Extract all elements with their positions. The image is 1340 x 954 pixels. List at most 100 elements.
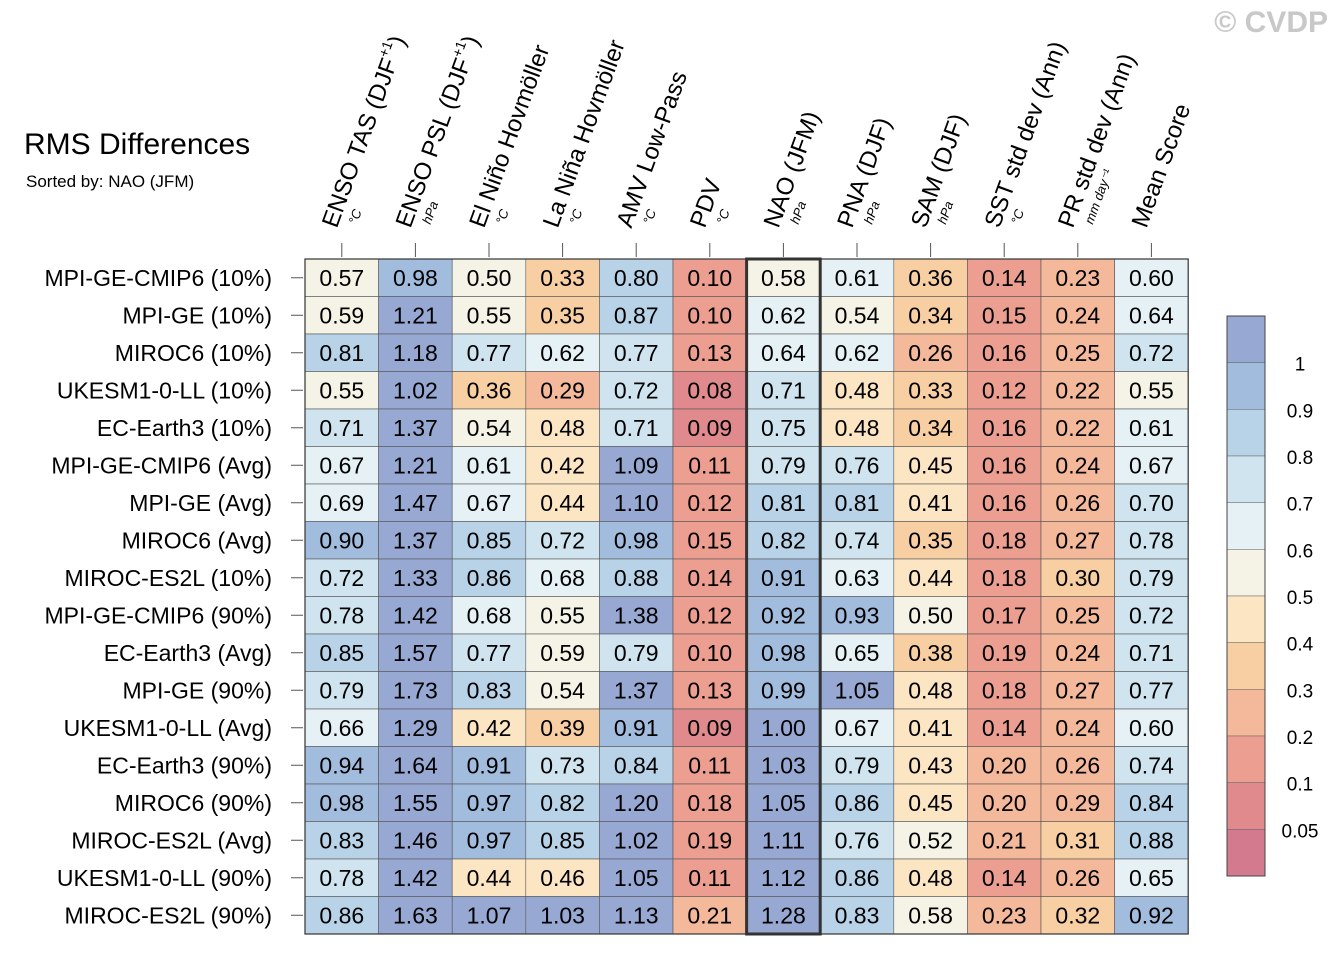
cell-value: 1.20 [614, 790, 659, 816]
cell-value: 0.43 [908, 752, 953, 778]
cell-value: 0.25 [1055, 340, 1100, 366]
cell-value: 0.67 [467, 490, 512, 516]
cell-value: 0.61 [467, 452, 512, 478]
cell-value: 1.07 [467, 902, 512, 928]
cell-value: 0.41 [908, 715, 953, 741]
heatmap-cell [378, 896, 453, 935]
heatmap-cell [967, 746, 1042, 785]
colorbar-label: 0.2 [1287, 728, 1313, 749]
cell-value: 0.23 [1055, 265, 1100, 291]
heatmap-cell [672, 633, 747, 672]
cell-value: 0.08 [687, 377, 732, 403]
heatmap-cell [672, 296, 747, 335]
cell-value: 0.16 [982, 340, 1027, 366]
cell-value: 0.81 [761, 490, 806, 516]
heatmap-cell [893, 558, 968, 597]
heatmap-cell [746, 296, 821, 335]
cell-value: 0.18 [982, 565, 1027, 591]
cell-value: 1.09 [614, 452, 659, 478]
heatmap-cell [893, 521, 968, 560]
cell-value: 1.47 [393, 490, 438, 516]
heatmap-cell [967, 858, 1042, 897]
heatmap-cell [819, 446, 895, 485]
heatmap-cell [746, 633, 821, 672]
heatmap-cell [967, 558, 1042, 597]
row-label: MPI-GE-CMIP6 (Avg) [51, 452, 272, 478]
cell-value: 0.32 [1055, 902, 1100, 928]
heatmap-cell [672, 521, 747, 560]
heatmap-cell [672, 671, 747, 710]
cell-value: 1.00 [761, 715, 806, 741]
cell-value: 0.38 [908, 640, 953, 666]
column-unit: °C [566, 207, 585, 226]
heatmap-cell [378, 408, 453, 447]
heatmap-cell [451, 858, 527, 897]
cell-value: 0.27 [1055, 677, 1100, 703]
cell-value: 0.91 [614, 715, 659, 741]
cell-value: 0.77 [467, 340, 512, 366]
heatmap-cell [1040, 408, 1115, 447]
row-label: EC-Earth3 (Avg) [104, 640, 272, 666]
cell-value: 1.37 [393, 415, 438, 441]
cell-value: 0.74 [835, 527, 880, 553]
heatmap-cell [599, 671, 674, 710]
chart-subtitle: Sorted by: NAO (JFM) [26, 172, 195, 191]
cell-value: 0.86 [319, 902, 364, 928]
heatmap-cell [451, 521, 527, 560]
cell-value: 0.79 [835, 752, 880, 778]
cell-value: 0.29 [1055, 790, 1100, 816]
heatmap-cell [304, 296, 379, 335]
heatmap-cell [599, 821, 674, 860]
heatmap-cell [378, 821, 453, 860]
cell-value: 0.73 [540, 752, 585, 778]
heatmap-cell [1040, 858, 1115, 897]
heatmap-cell [525, 333, 600, 372]
cell-value: 0.84 [614, 752, 659, 778]
cell-value: 0.93 [835, 602, 880, 628]
heatmap-cell [1114, 708, 1189, 747]
cell-value: 0.36 [908, 265, 953, 291]
column-unit-text: °C [640, 207, 659, 226]
cell-value: 1.64 [393, 752, 438, 778]
heatmap-cell [304, 858, 379, 897]
heatmap-cell [378, 296, 453, 335]
heatmap-cell [451, 746, 527, 785]
cell-value: 0.71 [614, 415, 659, 441]
cell-value: 0.78 [319, 602, 364, 628]
cell-value: 0.55 [1129, 377, 1174, 403]
cell-value: 0.77 [467, 640, 512, 666]
cell-value: 0.85 [319, 640, 364, 666]
heatmap-cell [378, 558, 453, 597]
cell-value: 0.85 [467, 527, 512, 553]
heatmap-cell [746, 408, 821, 447]
colorbar-segment [1226, 595, 1266, 643]
column-label: Mean Score [1127, 100, 1197, 231]
cell-value: 0.42 [540, 452, 585, 478]
heatmap-cell [1114, 821, 1189, 860]
cell-value: 0.44 [467, 865, 512, 891]
column-unit: hPa [861, 199, 883, 226]
column-unit: hPa [787, 199, 809, 226]
cell-value: 0.72 [319, 565, 364, 591]
cell-value: 0.54 [540, 677, 585, 703]
cell-value: 0.85 [540, 827, 585, 853]
column-unit: hPa [934, 199, 956, 226]
cell-value: 0.24 [1055, 302, 1100, 328]
cell-value: 0.13 [687, 677, 732, 703]
heatmap-cell [819, 521, 895, 560]
cell-value: 0.44 [540, 490, 585, 516]
heatmap-cell [525, 746, 600, 785]
cell-value: 0.10 [687, 640, 732, 666]
cell-value: 0.67 [1129, 452, 1174, 478]
cell-value: 0.29 [540, 377, 585, 403]
row-label: MIROC6 (Avg) [122, 527, 272, 553]
cell-value: 0.52 [908, 827, 953, 853]
cell-value: 0.13 [687, 340, 732, 366]
cell-value: 0.72 [1129, 602, 1174, 628]
cell-value: 0.46 [540, 865, 585, 891]
heatmap-cell [1040, 896, 1115, 935]
heatmap-cell [893, 446, 968, 485]
cell-value: 0.82 [761, 527, 806, 553]
cell-value: 0.64 [761, 340, 806, 366]
heatmap-cell [1040, 296, 1115, 335]
